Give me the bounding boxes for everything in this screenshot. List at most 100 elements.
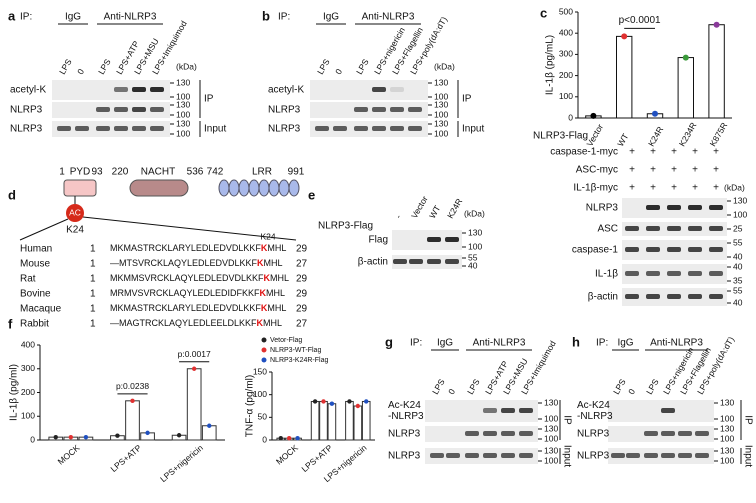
- sequence: MKMMSVRCKLAQYLEDLEDVDLKKFKMHL: [110, 273, 289, 283]
- band: [390, 87, 404, 92]
- seq-end: 29: [296, 244, 308, 255]
- x-tick-label: MOCK: [274, 442, 300, 466]
- antibody-label: Anti-NLRP3: [362, 12, 415, 23]
- band: [661, 408, 675, 413]
- sequence: MKMASTRCKLARYLEDLEDVDLKKFKMHL: [110, 243, 286, 253]
- legend-label: Vetor-Flag: [270, 337, 302, 344]
- band: [519, 431, 533, 436]
- y-tick-label: 500: [559, 6, 573, 16]
- marker-label: 130: [544, 397, 558, 407]
- row-label: ASC-myc: [576, 165, 618, 176]
- bar-point: [207, 423, 212, 428]
- row-label: Flag: [369, 235, 388, 246]
- lane-label: Vector: [409, 194, 430, 220]
- band: [408, 107, 422, 112]
- band: [372, 107, 386, 112]
- marker-label: 130: [720, 423, 734, 433]
- band: [611, 453, 625, 458]
- row-label: IL-1β-myc: [573, 183, 618, 194]
- row-label: NLRP3: [586, 203, 619, 214]
- bracket-label: Input: [742, 445, 753, 467]
- legend-swatch: [261, 347, 267, 353]
- band: [75, 126, 89, 131]
- y-axis-label: TNF-α (pg/ml): [245, 375, 256, 437]
- band: [427, 259, 441, 264]
- bar-point: [53, 434, 58, 440]
- band: [695, 453, 709, 458]
- domain-start: 220: [112, 167, 129, 178]
- band: [150, 126, 164, 131]
- band: [465, 453, 479, 458]
- band: [372, 87, 386, 92]
- y-tick-label: 0: [30, 434, 35, 444]
- band: [625, 226, 639, 231]
- band: [678, 453, 692, 458]
- species: Human: [20, 244, 52, 255]
- band: [667, 271, 681, 276]
- kda-label: (kDa): [434, 61, 455, 71]
- lrr-repeat: [258, 179, 270, 197]
- marker-label: 100: [733, 209, 747, 219]
- band: [333, 126, 347, 131]
- lane-label: 0: [75, 67, 86, 76]
- band: [465, 431, 479, 436]
- bar: [345, 400, 354, 441]
- row-label: acetyl-K: [268, 85, 304, 96]
- seq-site: K: [261, 303, 268, 313]
- row-label: β-actin: [358, 257, 388, 268]
- x-tick-label: LPS+nigericin: [158, 442, 205, 484]
- band: [132, 126, 146, 131]
- ip-label: IP:: [410, 338, 422, 349]
- lane-label: LPS: [644, 377, 661, 396]
- lane-label: -: [393, 213, 403, 221]
- panel-label: h: [572, 334, 580, 349]
- row-label: NLRP3: [10, 105, 43, 116]
- condition-mark: +: [692, 147, 698, 158]
- antibody-label: Anti-NLRP3: [104, 12, 157, 23]
- seq-end: 29: [296, 289, 308, 300]
- condition-mark: +: [629, 165, 635, 176]
- marker-label: 100: [468, 241, 482, 251]
- y-tick-label: 100: [253, 389, 267, 399]
- band: [709, 294, 723, 299]
- lane-label: 0: [626, 387, 637, 396]
- bar: [677, 57, 694, 119]
- seq-pre: —MTSVRCKLAQYLEDLEDVDLKKF: [110, 258, 258, 268]
- band: [625, 271, 639, 276]
- bar: [353, 405, 363, 441]
- bar-point: [176, 433, 182, 438]
- panel-label: d: [8, 187, 16, 202]
- row-label: NLRP3-Flag: [318, 221, 373, 232]
- marker-label: 100: [434, 91, 448, 101]
- band: [114, 126, 128, 131]
- marker-label: 130: [176, 77, 190, 87]
- band: [678, 431, 692, 436]
- band: [695, 431, 709, 436]
- nacht-domain: [129, 179, 189, 197]
- seq-post: MHL: [263, 318, 282, 328]
- y-tick-label: 150: [253, 366, 267, 376]
- marker-label: 130: [720, 445, 734, 455]
- row-label: IL-1β: [595, 269, 618, 280]
- band: [427, 237, 441, 242]
- x-tick-label: MOCK: [56, 442, 82, 466]
- band: [709, 271, 723, 276]
- band: [446, 453, 460, 458]
- domain-name: PYD: [70, 167, 91, 178]
- marker-label: 100: [176, 109, 190, 119]
- seq-post: MHL: [264, 258, 283, 268]
- band: [626, 453, 640, 458]
- marker-label: 55: [468, 252, 478, 262]
- marker-label: 130: [176, 118, 190, 128]
- band: [661, 431, 675, 436]
- marker-label: 40: [733, 297, 743, 307]
- acetyl-site: [66, 204, 84, 222]
- bar: [125, 400, 140, 441]
- seq-end: 27: [296, 319, 308, 330]
- bar: [186, 368, 202, 441]
- marker-label: 100: [544, 413, 558, 423]
- band: [646, 271, 660, 276]
- band: [390, 126, 404, 131]
- row-label: acetyl-K: [10, 85, 46, 96]
